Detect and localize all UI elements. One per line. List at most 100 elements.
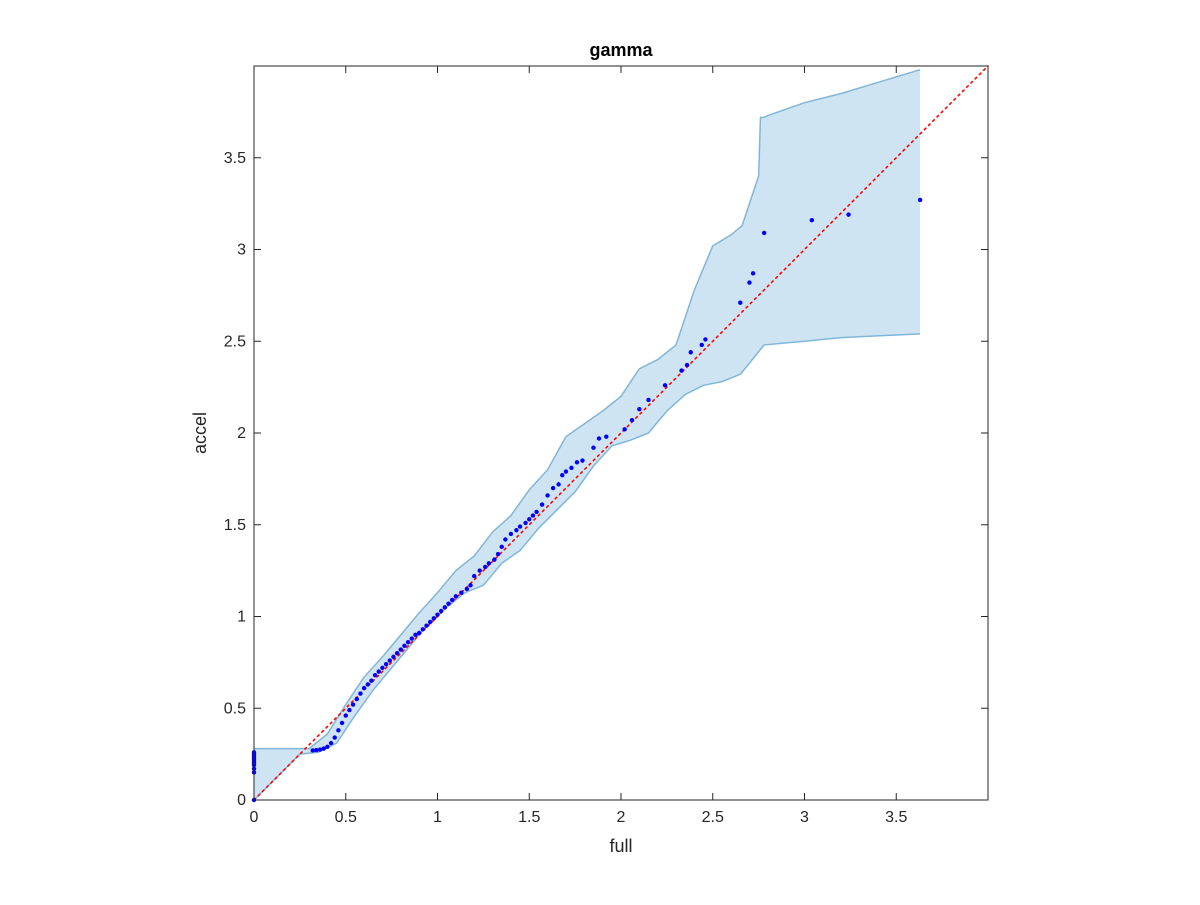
x-tick-label: 0 (250, 809, 259, 826)
data-point (662, 383, 668, 388)
data-point (361, 685, 367, 691)
y-tick-label: 3 (237, 242, 246, 259)
data-point (596, 436, 602, 441)
data-point (391, 654, 396, 660)
data-point (503, 537, 508, 542)
y-axis-label: accel (190, 412, 210, 454)
data-point (435, 612, 440, 617)
data-point (604, 434, 609, 439)
data-point (442, 605, 448, 610)
data-point (350, 702, 356, 707)
data-point (560, 473, 565, 478)
data-point (438, 608, 444, 614)
confidence-band-lower-edge (253, 333, 921, 801)
data-point (738, 300, 743, 305)
y-tick-label: 0.5 (224, 700, 246, 717)
x-tick-label: 3.5 (885, 809, 907, 826)
y-tick-label: 2.5 (224, 333, 246, 350)
data-point (347, 707, 352, 713)
data-point (591, 445, 596, 450)
x-tick-label: 1 (433, 809, 442, 826)
data-point (424, 623, 429, 628)
data-point (556, 482, 561, 487)
data-point (495, 551, 501, 557)
ticks-layer: 0 0.5 1 1.5 2 2.5 3 3.5 0 0.5 1 1.5 2 2.5 3 3.5 (224, 66, 988, 826)
data-point (464, 586, 470, 592)
x-tick-label: 1.5 (518, 809, 540, 826)
data-point (383, 662, 389, 667)
data-points-layer (251, 197, 923, 803)
data-point (416, 630, 422, 636)
y-tick-label: 1.5 (224, 517, 246, 534)
data-point (517, 524, 523, 529)
data-point (703, 337, 708, 342)
y-tick-label: 2 (237, 425, 246, 442)
x-axis-label: full (609, 836, 632, 856)
data-point (314, 747, 319, 753)
data-point (539, 502, 545, 507)
data-point (530, 513, 536, 518)
data-point (523, 520, 528, 526)
x-tick-label: 0.5 (335, 809, 357, 826)
data-point (499, 544, 504, 549)
data-point (380, 665, 385, 671)
data-point (563, 469, 569, 474)
data-point (376, 669, 381, 674)
data-point (453, 594, 459, 599)
y-tick-label: 3.5 (224, 150, 246, 167)
x-tick-label: 2.5 (702, 809, 724, 826)
y-tick-label: 0 (237, 792, 246, 809)
data-point (688, 350, 693, 355)
data-point (394, 651, 400, 656)
data-point (409, 636, 415, 641)
confidence-band-layer (253, 68, 921, 801)
data-point (761, 230, 767, 236)
data-point (637, 406, 642, 412)
data-point (684, 362, 690, 368)
data-point (747, 280, 752, 285)
data-point (332, 735, 337, 740)
data-point (550, 485, 556, 491)
data-point (431, 616, 437, 621)
x-tick-label: 3 (800, 809, 809, 826)
reference-line (253, 65, 989, 801)
data-point (339, 720, 345, 726)
data-point (846, 212, 851, 217)
data-point (328, 740, 334, 746)
data-point (679, 368, 684, 373)
data-point (699, 342, 704, 348)
data-point (468, 583, 473, 588)
data-point (365, 682, 370, 687)
data-point (508, 531, 514, 537)
reference-line-layer (253, 65, 989, 801)
data-point (343, 713, 348, 718)
data-point (405, 639, 411, 645)
data-point (545, 493, 550, 498)
data-point (420, 627, 426, 632)
data-point (398, 647, 403, 652)
data-point (369, 678, 374, 683)
data-point (354, 696, 359, 702)
data-point (622, 427, 627, 432)
data-point (459, 590, 464, 595)
data-point (809, 217, 815, 223)
data-point (413, 632, 418, 638)
data-point (321, 746, 326, 751)
chart-title: gamma (589, 40, 653, 60)
data-point (580, 458, 585, 463)
data-point (527, 517, 532, 522)
data-point (372, 673, 378, 678)
data-point (514, 528, 519, 533)
confidence-band-fill (254, 69, 921, 801)
data-point (317, 747, 323, 752)
data-point (402, 643, 407, 649)
data-point (574, 460, 580, 465)
data-point (486, 561, 492, 566)
y-tick-label: 1 (237, 609, 246, 626)
data-point (492, 557, 497, 562)
data-point (477, 568, 482, 573)
x-tick-label: 2 (617, 809, 626, 826)
data-point (310, 748, 315, 753)
